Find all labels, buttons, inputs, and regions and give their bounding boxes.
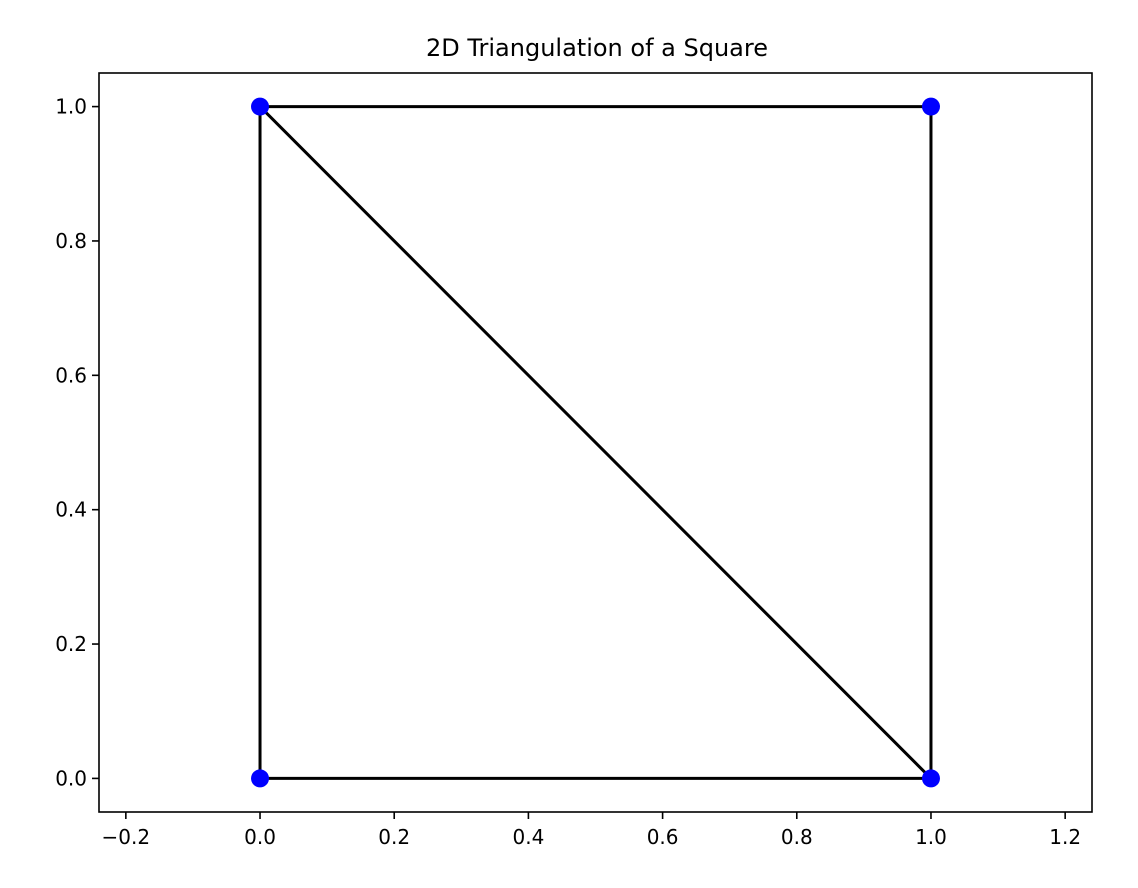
axes-frame: [98, 72, 1093, 813]
chart-title: 2D Triangulation of a Square: [426, 34, 768, 62]
vertex-point-1: [921, 769, 940, 788]
x-tick-label: 1.0: [915, 825, 947, 849]
x-tick-label: 1.2: [1049, 825, 1081, 849]
vertex-point-2: [251, 97, 270, 116]
y-tick-label: 0.8: [55, 229, 87, 253]
x-tick-label: 0.4: [512, 825, 544, 849]
x-tick-label: −0.2: [102, 825, 151, 849]
axes: −0.2 0.0 0.2 0.4 0.6 0.8 1.0 1.2 0.0 0.2 0.4 0.6 0.8…: [55, 72, 1093, 849]
triangle-edge-4: [258, 105, 933, 780]
y-tick-label: 0.2: [55, 632, 87, 656]
plot-area: [251, 97, 940, 788]
x-tick-label: 0.8: [781, 825, 813, 849]
x-tick-label: 0.0: [244, 825, 276, 849]
x-tick-label: 0.2: [378, 825, 410, 849]
vertex-point-3: [921, 97, 940, 116]
y-tick-label: 1.0: [55, 95, 87, 119]
y-tick-label: 0.4: [55, 498, 87, 522]
vertex-point-0: [251, 769, 270, 788]
x-tick-label: 0.6: [647, 825, 679, 849]
y-tick-label: 0.0: [55, 766, 87, 790]
y-tick-label: 0.6: [55, 363, 87, 387]
